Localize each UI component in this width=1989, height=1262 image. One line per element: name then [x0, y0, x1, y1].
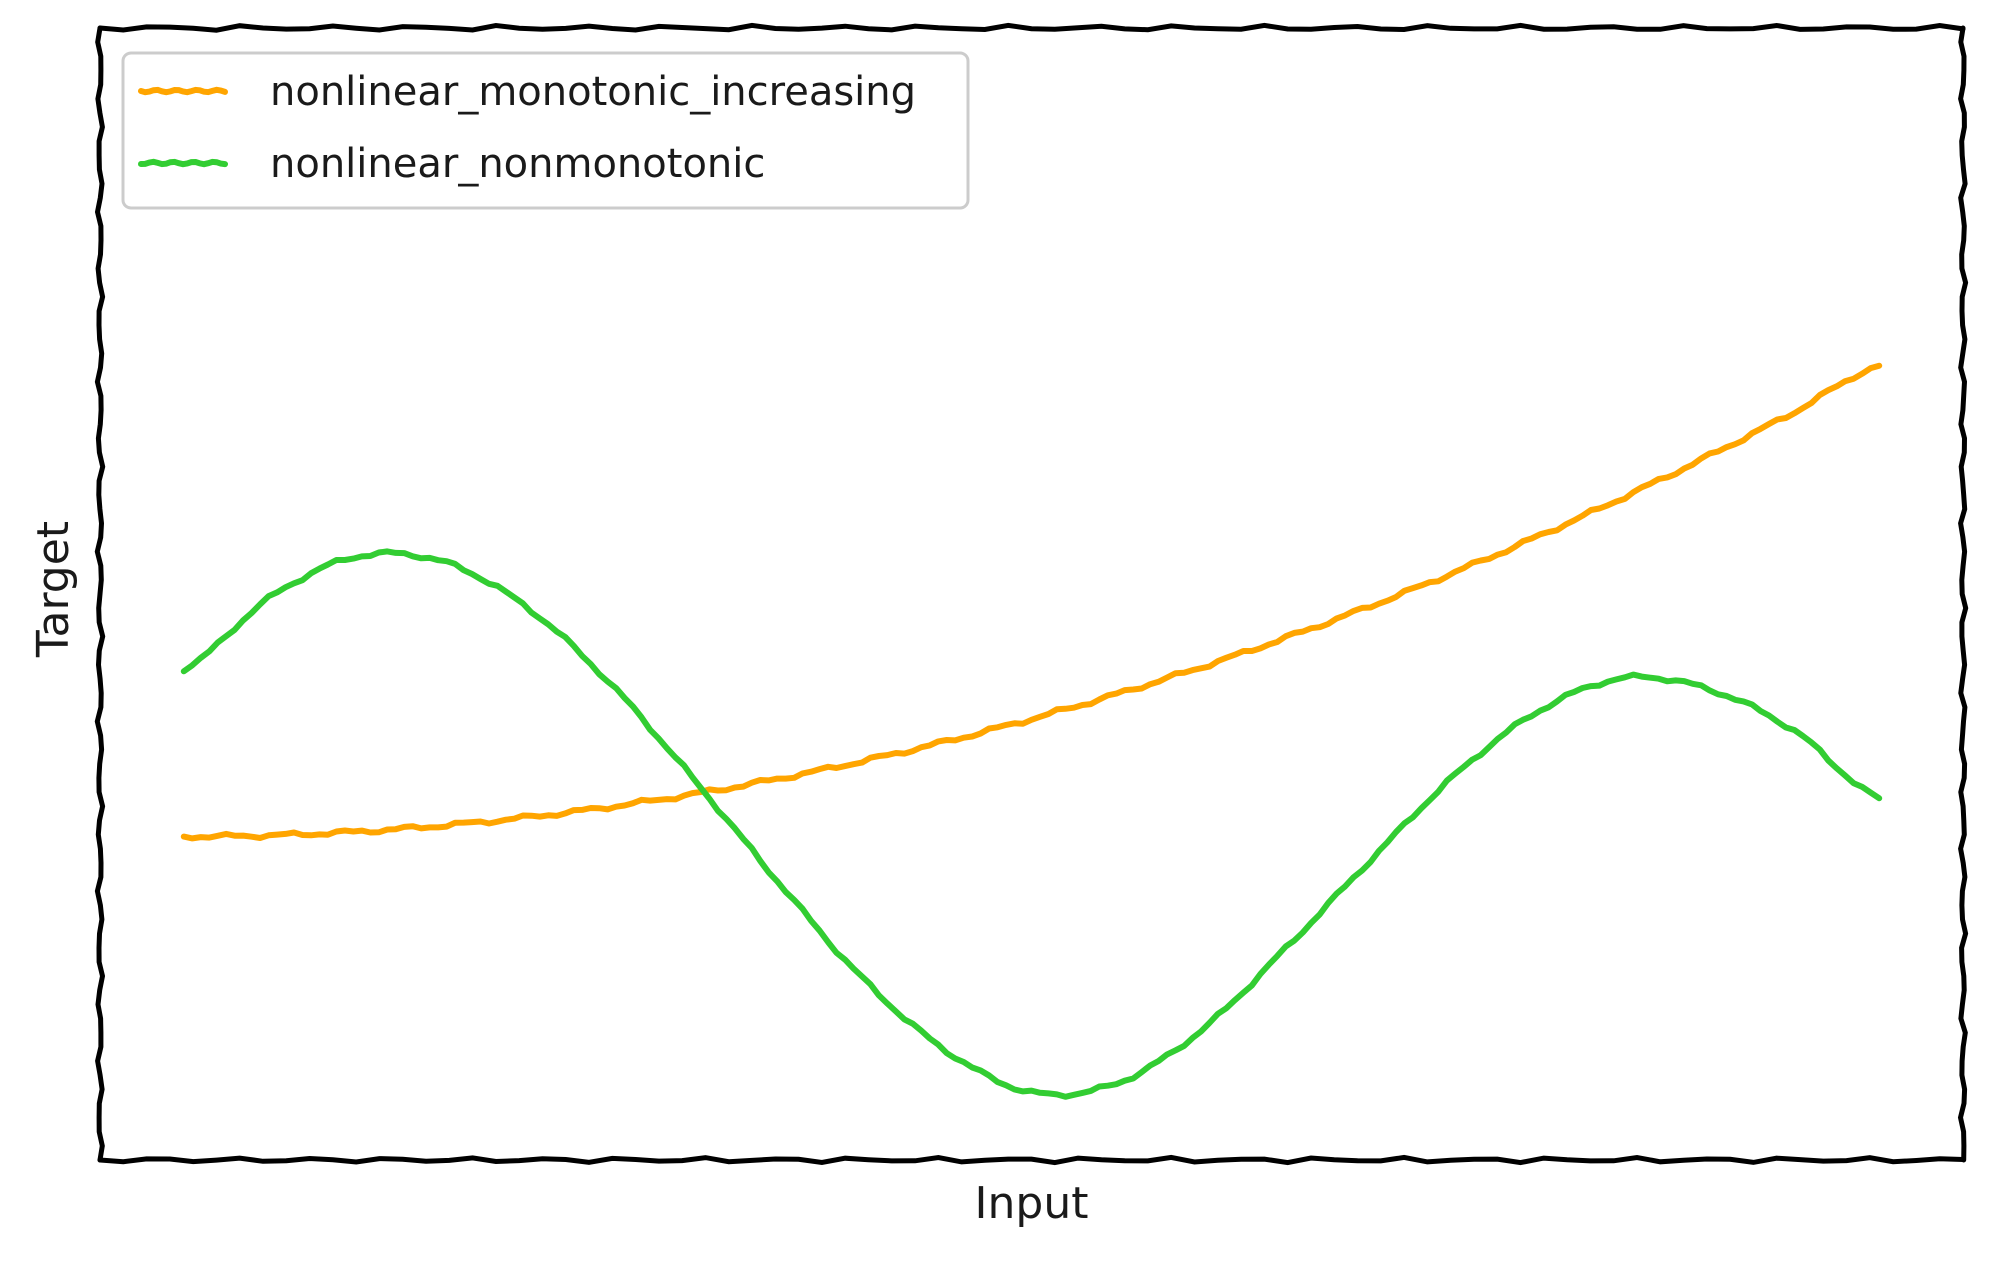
series-line-nonlinear-nonmonotonic: [180, 548, 1883, 1100]
series-line-nonlinear-monotonic-increasing: [180, 362, 1883, 842]
x-axis-label: Input: [975, 1178, 1089, 1229]
series-layer: [180, 362, 1883, 1100]
y-axis-label: Target: [28, 521, 79, 658]
legend-swatch-nonlinear-monotonic-increasing: [138, 86, 228, 96]
frame-left: [94, 25, 106, 1163]
legend: nonlinear_monotonic_increasing nonlinear_…: [121, 51, 970, 210]
legend-entries: nonlinear_monotonic_increasing nonlinear_…: [138, 69, 916, 187]
legend-box: [121, 51, 970, 210]
legend-label-nonlinear-monotonic-increasing: nonlinear_monotonic_increasing: [270, 69, 916, 115]
frame-top: [97, 22, 1966, 33]
frame-bottom: [97, 1154, 1966, 1166]
legend-label-nonlinear-nonmonotonic: nonlinear_nonmonotonic: [270, 141, 765, 187]
frame-right: [1957, 25, 1969, 1163]
legend-swatch-nonlinear-nonmonotonic: [138, 158, 228, 168]
plot-frame: [94, 22, 1969, 1166]
